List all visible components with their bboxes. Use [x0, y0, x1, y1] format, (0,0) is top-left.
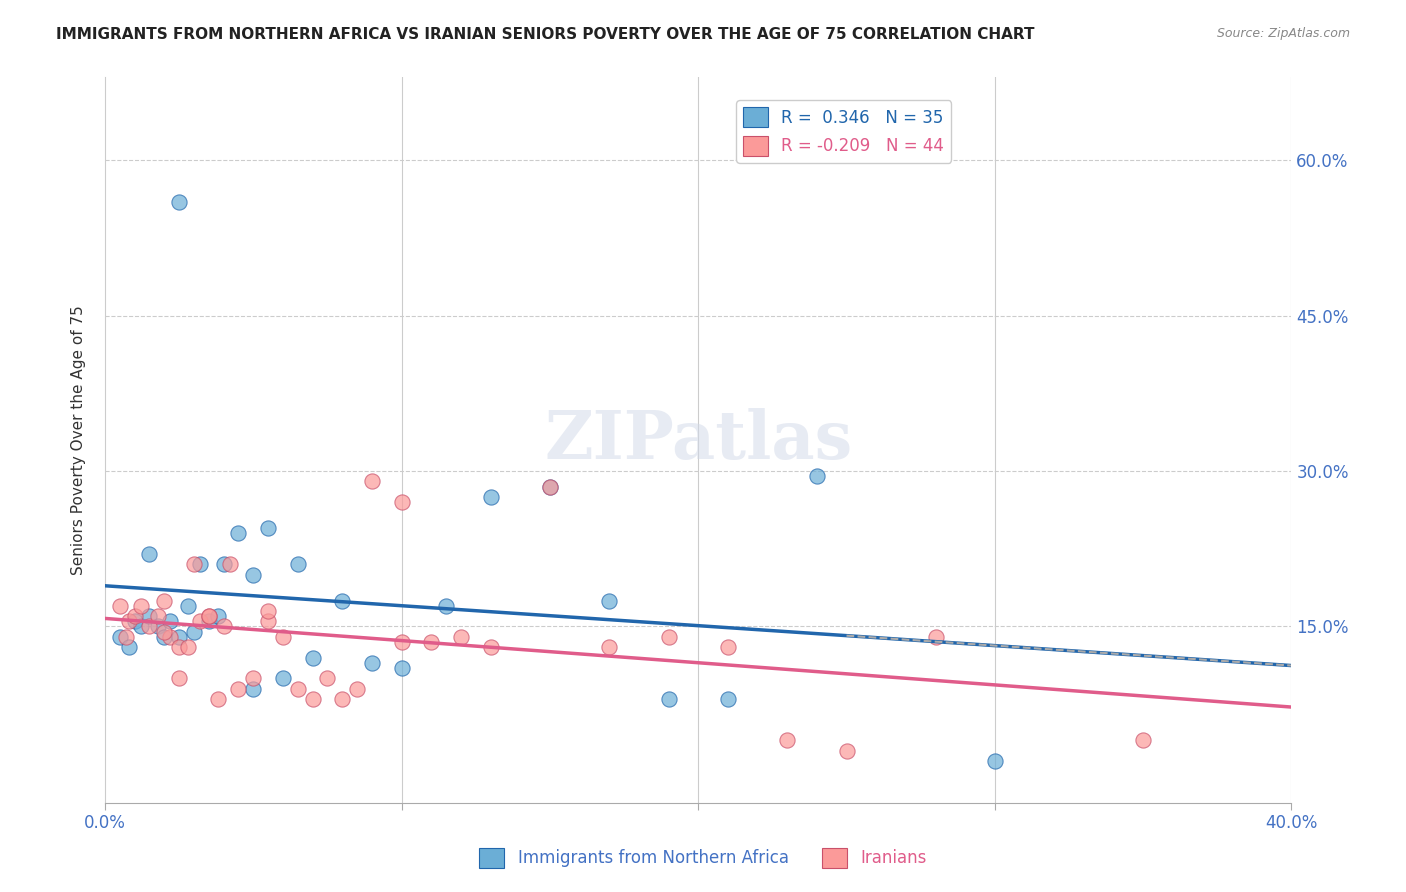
- Point: [598, 593, 620, 607]
- Point: [361, 656, 384, 670]
- Legend: Immigrants from Northern Africa, Iranians: Immigrants from Northern Africa, Iranian…: [472, 841, 934, 875]
- Point: [153, 624, 176, 639]
- Point: [330, 593, 353, 607]
- Point: [391, 495, 413, 509]
- Point: [124, 609, 146, 624]
- Point: [207, 609, 229, 624]
- Text: Source: ZipAtlas.com: Source: ZipAtlas.com: [1216, 27, 1350, 40]
- Point: [212, 558, 235, 572]
- Point: [183, 558, 205, 572]
- Point: [538, 480, 561, 494]
- Point: [228, 526, 250, 541]
- Point: [242, 681, 264, 696]
- Point: [138, 619, 160, 633]
- Point: [118, 615, 141, 629]
- Point: [271, 671, 294, 685]
- Point: [124, 615, 146, 629]
- Point: [138, 609, 160, 624]
- Point: [924, 630, 946, 644]
- Point: [538, 480, 561, 494]
- Point: [148, 619, 170, 633]
- Point: [450, 630, 472, 644]
- Point: [242, 671, 264, 685]
- Point: [346, 681, 368, 696]
- Text: IMMIGRANTS FROM NORTHERN AFRICA VS IRANIAN SENIORS POVERTY OVER THE AGE OF 75 CO: IMMIGRANTS FROM NORTHERN AFRICA VS IRANI…: [56, 27, 1035, 42]
- Point: [717, 640, 740, 655]
- Point: [806, 469, 828, 483]
- Point: [479, 490, 502, 504]
- Point: [138, 547, 160, 561]
- Point: [108, 599, 131, 613]
- Point: [108, 630, 131, 644]
- Point: [148, 609, 170, 624]
- Point: [287, 558, 309, 572]
- Point: [271, 630, 294, 644]
- Point: [129, 599, 152, 613]
- Point: [391, 661, 413, 675]
- Point: [361, 475, 384, 489]
- Point: [177, 640, 200, 655]
- Point: [598, 640, 620, 655]
- Point: [316, 671, 339, 685]
- Point: [129, 619, 152, 633]
- Point: [153, 593, 176, 607]
- Point: [479, 640, 502, 655]
- Point: [114, 630, 136, 644]
- Point: [212, 619, 235, 633]
- Point: [257, 615, 280, 629]
- Point: [257, 521, 280, 535]
- Point: [301, 692, 323, 706]
- Point: [658, 630, 681, 644]
- Point: [153, 630, 176, 644]
- Point: [257, 604, 280, 618]
- Text: ZIPatlas: ZIPatlas: [544, 408, 852, 473]
- Point: [167, 194, 190, 209]
- Point: [188, 558, 211, 572]
- Point: [330, 692, 353, 706]
- Point: [228, 681, 250, 696]
- Point: [717, 692, 740, 706]
- Point: [301, 650, 323, 665]
- Point: [1132, 733, 1154, 747]
- Point: [198, 609, 221, 624]
- Y-axis label: Seniors Poverty Over the Age of 75: Seniors Poverty Over the Age of 75: [72, 305, 86, 574]
- Point: [218, 558, 240, 572]
- Point: [167, 671, 190, 685]
- Point: [183, 624, 205, 639]
- Point: [159, 630, 181, 644]
- Legend: R =  0.346   N = 35, R = -0.209   N = 44: R = 0.346 N = 35, R = -0.209 N = 44: [737, 100, 950, 162]
- Point: [420, 635, 443, 649]
- Point: [118, 640, 141, 655]
- Point: [658, 692, 681, 706]
- Point: [434, 599, 457, 613]
- Point: [188, 615, 211, 629]
- Point: [984, 754, 1007, 768]
- Point: [207, 692, 229, 706]
- Point: [167, 630, 190, 644]
- Point: [287, 681, 309, 696]
- Point: [391, 635, 413, 649]
- Point: [835, 744, 858, 758]
- Point: [177, 599, 200, 613]
- Point: [167, 640, 190, 655]
- Point: [159, 615, 181, 629]
- Point: [242, 567, 264, 582]
- Point: [198, 615, 221, 629]
- Point: [198, 609, 221, 624]
- Point: [776, 733, 799, 747]
